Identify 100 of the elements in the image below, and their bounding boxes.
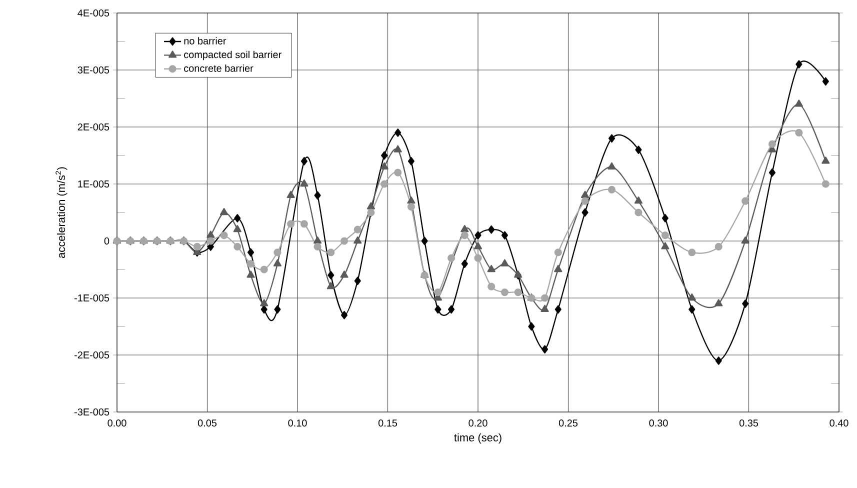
point — [448, 254, 456, 262]
x-tick-label: 0.40 — [830, 419, 848, 427]
point — [714, 299, 723, 306]
y-tick-label: -3E-005 — [74, 408, 110, 416]
point — [408, 157, 415, 166]
point — [460, 232, 468, 240]
x-tick-label: 0.35 — [739, 419, 758, 427]
point — [354, 226, 362, 234]
y-tick-label: 0 — [104, 237, 110, 245]
point — [448, 305, 455, 314]
point — [741, 236, 750, 244]
point — [661, 242, 670, 250]
x-tick-label: 0.30 — [649, 419, 668, 427]
point — [661, 232, 669, 240]
point — [233, 225, 242, 232]
point — [366, 202, 376, 210]
point — [768, 140, 776, 148]
point — [354, 236, 362, 244]
point — [313, 236, 322, 244]
point — [608, 134, 616, 143]
point — [380, 162, 388, 170]
point — [662, 214, 668, 222]
legend-label: compacted soil barrier — [184, 50, 282, 60]
point — [287, 220, 295, 228]
point — [434, 288, 442, 296]
point — [822, 156, 830, 164]
point — [580, 190, 590, 198]
point — [501, 231, 508, 240]
x-tick-label: 0.20 — [468, 419, 488, 427]
point — [768, 168, 776, 177]
point — [474, 242, 482, 250]
point — [581, 197, 589, 205]
point — [300, 220, 308, 228]
point — [461, 260, 468, 268]
point — [220, 208, 228, 216]
point — [246, 260, 255, 268]
point — [274, 248, 282, 256]
point — [714, 242, 722, 250]
point — [488, 282, 496, 290]
point — [742, 300, 749, 308]
point — [822, 180, 830, 188]
point — [394, 128, 402, 137]
point — [528, 322, 535, 331]
point — [795, 128, 803, 136]
point — [234, 242, 242, 250]
point — [193, 242, 201, 250]
y-tick-label: 1E-005 — [78, 180, 110, 188]
y-axis-title: acceleration (m/s$^{2}$) — [56, 167, 68, 258]
point — [354, 276, 361, 286]
point — [247, 248, 254, 257]
x-axis-title: time (sec) — [454, 433, 502, 444]
point — [796, 60, 802, 68]
point — [742, 197, 750, 205]
point — [314, 242, 322, 250]
point — [274, 305, 281, 314]
point — [634, 196, 643, 204]
y-tick-label: 4E-005 — [78, 9, 110, 17]
point — [326, 282, 335, 290]
point — [340, 270, 348, 278]
point — [514, 288, 522, 296]
x-tick-label: 0.15 — [378, 419, 398, 427]
point — [340, 237, 348, 245]
y-tick-label: -2E-005 — [74, 351, 110, 359]
point — [421, 236, 428, 246]
x-tick-label: 0.10 — [288, 419, 307, 427]
point — [314, 191, 321, 200]
legend-label: no barrier — [184, 37, 226, 44]
point — [300, 179, 308, 187]
point — [394, 145, 402, 152]
point — [688, 293, 696, 301]
point — [487, 264, 496, 272]
point — [608, 162, 616, 170]
point — [394, 168, 402, 176]
point — [328, 271, 334, 280]
point — [688, 248, 696, 256]
point — [246, 270, 255, 278]
point — [500, 259, 509, 266]
point — [206, 237, 214, 245]
point — [635, 146, 642, 154]
point — [500, 288, 509, 296]
point — [407, 203, 416, 211]
y-tick-label: 2E-005 — [78, 123, 110, 131]
x-tick-label: 0.05 — [198, 419, 217, 427]
point — [541, 294, 549, 302]
point — [582, 208, 588, 217]
point — [554, 248, 562, 256]
point — [460, 225, 469, 232]
point — [206, 230, 215, 238]
point — [794, 100, 803, 107]
legend-label: concrete barrier — [184, 64, 254, 72]
point — [488, 225, 495, 234]
point — [542, 345, 548, 354]
point — [286, 190, 295, 198]
point — [340, 310, 348, 320]
point — [474, 254, 482, 262]
point — [608, 186, 616, 194]
y-tick-label: 3E-005 — [78, 66, 110, 74]
point — [822, 77, 829, 86]
point — [474, 231, 482, 240]
point — [554, 264, 562, 272]
